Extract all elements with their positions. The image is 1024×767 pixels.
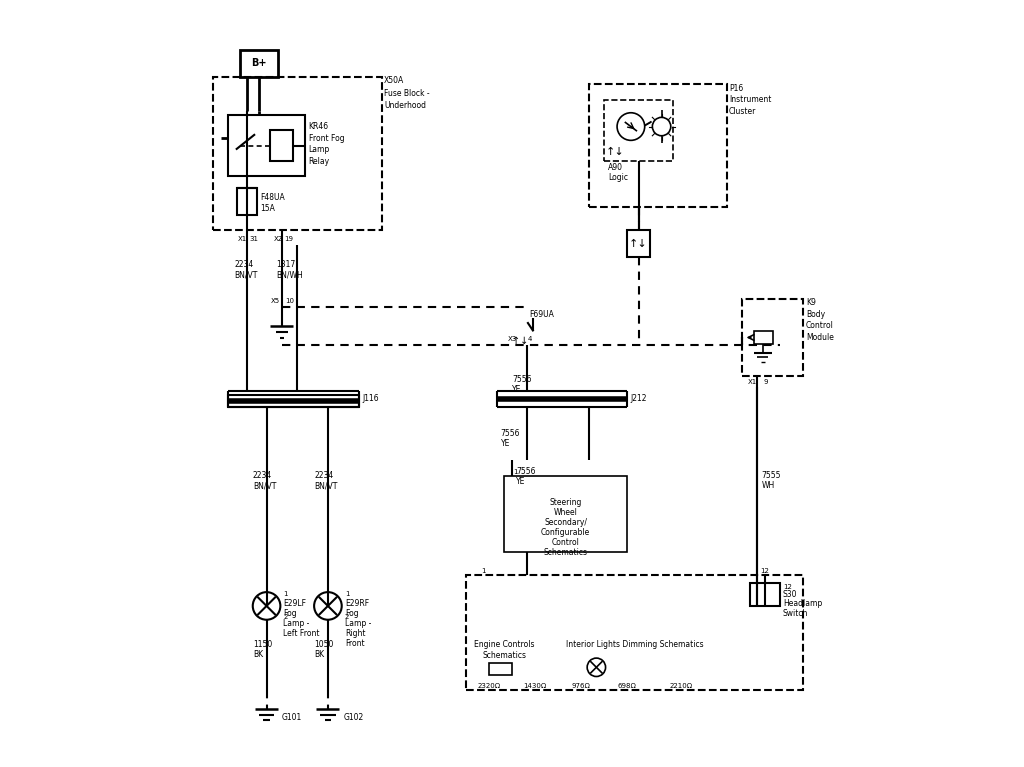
Text: 976Ω: 976Ω xyxy=(571,683,591,690)
Text: Logic: Logic xyxy=(608,173,628,182)
Text: Fuse Block -: Fuse Block - xyxy=(384,89,429,98)
Text: Control: Control xyxy=(806,321,834,331)
Text: BN/VT: BN/VT xyxy=(234,270,258,279)
Text: Fog: Fog xyxy=(345,609,358,618)
Text: ↑↓: ↑↓ xyxy=(512,336,527,347)
Text: F48UA: F48UA xyxy=(260,193,285,202)
Text: Underhood: Underhood xyxy=(384,101,426,110)
Text: J212: J212 xyxy=(631,394,647,403)
Text: 15A: 15A xyxy=(260,204,275,213)
Text: X50A: X50A xyxy=(384,76,404,85)
Text: 7556: 7556 xyxy=(501,429,520,438)
Text: K9: K9 xyxy=(806,298,816,308)
Text: 1050: 1050 xyxy=(314,640,334,649)
Text: YE: YE xyxy=(501,439,510,448)
Text: Control: Control xyxy=(552,538,580,547)
Text: 1: 1 xyxy=(481,568,485,574)
Text: 19: 19 xyxy=(285,236,293,242)
Text: Front Fog: Front Fog xyxy=(309,133,344,143)
Text: 1317: 1317 xyxy=(275,260,295,269)
Text: Fog: Fog xyxy=(284,609,297,618)
Text: X1: X1 xyxy=(238,236,247,242)
Text: BN/VT: BN/VT xyxy=(314,481,338,490)
Text: 2320Ω: 2320Ω xyxy=(477,683,501,690)
Text: 12: 12 xyxy=(782,584,792,590)
Text: 1: 1 xyxy=(284,591,288,597)
Polygon shape xyxy=(228,395,358,407)
Text: 2234: 2234 xyxy=(314,471,334,480)
Text: Schematics: Schematics xyxy=(544,548,588,557)
Text: BN/VT: BN/VT xyxy=(253,481,276,490)
Text: Left Front: Left Front xyxy=(284,629,319,638)
Text: 7555: 7555 xyxy=(761,471,780,480)
Text: YE: YE xyxy=(516,477,525,486)
Text: 7556: 7556 xyxy=(516,467,536,476)
Text: 698Ω: 698Ω xyxy=(617,683,637,690)
Text: E29LF: E29LF xyxy=(284,599,306,608)
Text: 4: 4 xyxy=(527,336,531,342)
Text: J116: J116 xyxy=(362,394,379,403)
Text: Configurable: Configurable xyxy=(541,528,590,537)
Text: Steering: Steering xyxy=(550,498,582,507)
Text: Cluster: Cluster xyxy=(729,107,757,116)
Text: F69UA: F69UA xyxy=(529,310,555,319)
Text: Module: Module xyxy=(806,333,834,342)
Text: Secondary/: Secondary/ xyxy=(544,518,587,527)
Text: 9: 9 xyxy=(764,379,768,385)
Text: P16: P16 xyxy=(729,84,743,93)
Text: Switch: Switch xyxy=(782,609,808,618)
Text: Wheel: Wheel xyxy=(554,508,578,517)
Text: 1: 1 xyxy=(513,469,518,475)
Text: WH: WH xyxy=(761,481,774,490)
Text: Engine Controls: Engine Controls xyxy=(474,640,535,649)
Text: 1: 1 xyxy=(345,591,349,597)
Text: Front: Front xyxy=(345,639,365,648)
Text: ↑↓: ↑↓ xyxy=(629,239,648,249)
Text: 2234: 2234 xyxy=(234,260,254,269)
Text: KR46: KR46 xyxy=(309,122,329,131)
Text: ↑↓: ↑↓ xyxy=(606,146,625,157)
Text: E29RF: E29RF xyxy=(345,599,369,608)
Text: 2: 2 xyxy=(345,614,349,621)
Text: 1430Ω: 1430Ω xyxy=(523,683,547,690)
Text: Schematics: Schematics xyxy=(482,651,526,660)
Text: BN/WH: BN/WH xyxy=(275,270,302,279)
Text: A90: A90 xyxy=(608,163,623,172)
Text: Lamp -: Lamp - xyxy=(345,619,371,628)
Text: BK: BK xyxy=(314,650,325,659)
Text: 31: 31 xyxy=(250,236,259,242)
Text: Relay: Relay xyxy=(309,156,330,166)
Text: Interior Lights Dimming Schematics: Interior Lights Dimming Schematics xyxy=(566,640,703,649)
Text: YE: YE xyxy=(512,385,521,394)
Text: Body: Body xyxy=(806,310,825,319)
Text: Right: Right xyxy=(345,629,366,638)
Text: X3: X3 xyxy=(508,336,517,342)
Text: G101: G101 xyxy=(282,713,302,722)
Text: Lamp: Lamp xyxy=(309,145,330,154)
Text: G102: G102 xyxy=(343,713,364,722)
Text: 12: 12 xyxy=(760,568,769,574)
Text: B+: B+ xyxy=(251,58,266,68)
Text: 2: 2 xyxy=(284,614,288,621)
Text: X2: X2 xyxy=(274,236,284,242)
Text: 1150: 1150 xyxy=(253,640,272,649)
Text: S30: S30 xyxy=(782,590,798,599)
Text: X1: X1 xyxy=(749,379,758,385)
Text: Lamp -: Lamp - xyxy=(284,619,310,628)
Text: X5: X5 xyxy=(270,298,280,304)
Text: 7556: 7556 xyxy=(512,375,531,384)
Text: 10: 10 xyxy=(285,298,294,304)
Text: Instrument: Instrument xyxy=(729,95,771,104)
Text: 2234: 2234 xyxy=(253,471,272,480)
Text: Headlamp: Headlamp xyxy=(782,599,822,608)
Text: 2210Ω: 2210Ω xyxy=(669,683,692,690)
Text: BK: BK xyxy=(253,650,263,659)
